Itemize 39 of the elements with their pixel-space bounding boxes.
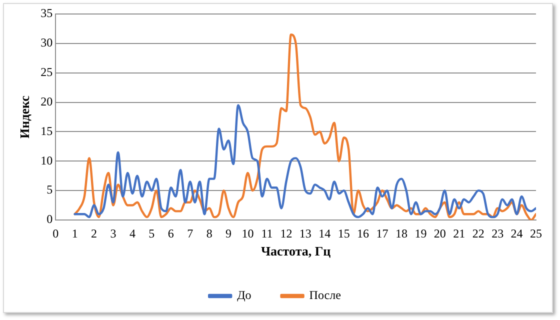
x-tick-label: 12 [280, 226, 292, 240]
line-series [74, 34, 536, 220]
y-tick-label: 25 [40, 65, 53, 80]
y-tick-label: 0 [46, 212, 53, 226]
y-tick-label: 10 [40, 153, 53, 168]
x-tick-label: 23 [492, 226, 504, 240]
y-tick-label: 35 [40, 6, 53, 20]
x-tick-label: 17 [376, 226, 388, 240]
x-tick-label: 11 [261, 226, 273, 240]
y-tick-label: 30 [40, 36, 53, 50]
x-tick-label: 13 [299, 226, 312, 240]
x-tick-label: 10 [242, 226, 254, 240]
x-tick-label: 5 [148, 226, 155, 240]
x-tick-label: 18 [395, 226, 408, 240]
y-tick-label: 5 [46, 182, 53, 197]
x-tick-label: 14 [318, 226, 331, 240]
x-tick-label: 25 [530, 226, 542, 240]
x-axis-title: Частота, Гц [260, 244, 332, 259]
x-tick-label: 4 [129, 226, 136, 240]
x-tick-label: 7 [187, 226, 194, 240]
x-tick-label: 19 [414, 226, 427, 240]
x-tick-label: 21 [453, 226, 466, 240]
legend-label: После [309, 288, 341, 302]
x-tick-label: 22 [472, 226, 484, 240]
x-tick-label: 9 [226, 226, 232, 240]
x-tick-label: 20 [434, 226, 446, 240]
line-series [74, 104, 536, 218]
x-tick-label: 8 [206, 226, 212, 240]
legend-label: До [237, 288, 252, 302]
y-tick-label: 15 [40, 124, 53, 138]
x-tick-label: 15 [338, 226, 350, 240]
x-tick-label: 16 [357, 226, 370, 240]
y-tick-label: 20 [40, 94, 53, 108]
x-tick-label: 6 [168, 226, 174, 240]
y-axis-title: Индекс [17, 95, 32, 138]
x-tick-label: 24 [510, 226, 523, 240]
x-tick-label: 3 [110, 226, 116, 240]
x-tick-label: 1 [72, 226, 78, 240]
x-tick-label: 2 [91, 226, 98, 240]
